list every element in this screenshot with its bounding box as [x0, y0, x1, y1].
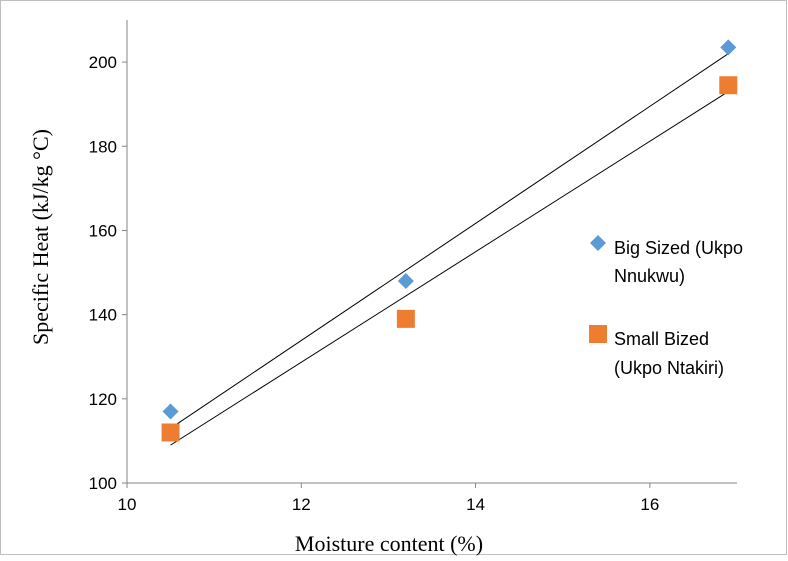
y-axis-title: Specific Heat (kJ/kg °C): [28, 129, 53, 345]
x-axis-title: Moisture content (%): [295, 531, 483, 556]
square-point: [719, 76, 738, 95]
legend-marker-1: [590, 235, 606, 251]
legend-marker-2: [589, 325, 607, 343]
axes: 100 120 140 160 180 200 10 12 14 16: [89, 20, 737, 514]
legend-label: Nnukwu): [614, 266, 685, 286]
trendline-series-1: [170, 53, 729, 429]
y-tick-label: 180: [89, 137, 117, 156]
y-tick-label: 160: [89, 221, 117, 240]
y-tick-label: 100: [89, 474, 117, 493]
legend-label: Big Sized (Ukpo: [614, 238, 743, 258]
diamond-point: [720, 39, 737, 56]
square-point: [396, 309, 415, 328]
legend-label: (Ukpo Ntakiri): [614, 358, 724, 378]
legend-label: Small Bized: [614, 329, 709, 349]
data-points: [161, 39, 738, 442]
diamond-point: [397, 272, 414, 289]
x-tick-label: 14: [466, 495, 485, 514]
y-tick-label: 140: [89, 306, 117, 325]
x-tick-label: 12: [292, 495, 311, 514]
trendline-series-2: [170, 91, 729, 446]
square-point: [161, 423, 180, 442]
trendlines: [170, 53, 729, 446]
diamond-point: [162, 403, 179, 420]
y-tick-label: 200: [89, 53, 117, 72]
legend: Big Sized (Ukpo Nnukwu) Small Bized (Ukpo N…: [589, 235, 743, 378]
y-tick-label: 120: [89, 390, 117, 409]
x-tick-label: 16: [640, 495, 659, 514]
x-tick-label: 10: [118, 495, 137, 514]
